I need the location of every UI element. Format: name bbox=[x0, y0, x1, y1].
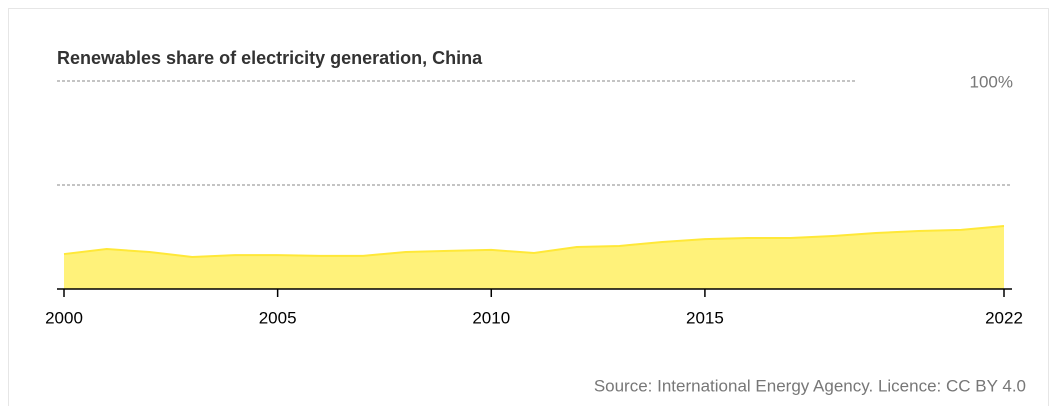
chart-title: Renewables share of electricity generati… bbox=[57, 48, 483, 68]
x-tick-label: 2022 bbox=[985, 308, 1023, 327]
x-tick-label: 2005 bbox=[259, 308, 297, 327]
card bbox=[8, 8, 1049, 406]
x-tick-label: 2015 bbox=[686, 308, 724, 327]
x-tick-label: 2010 bbox=[472, 308, 510, 327]
x-tick-label: 2000 bbox=[45, 308, 83, 327]
y-tick-label: 100% bbox=[970, 72, 1013, 91]
source: Source: International Energy Agency. Lic… bbox=[594, 376, 1026, 395]
area bbox=[64, 225, 1004, 289]
area-line bbox=[63, 224, 1005, 258]
